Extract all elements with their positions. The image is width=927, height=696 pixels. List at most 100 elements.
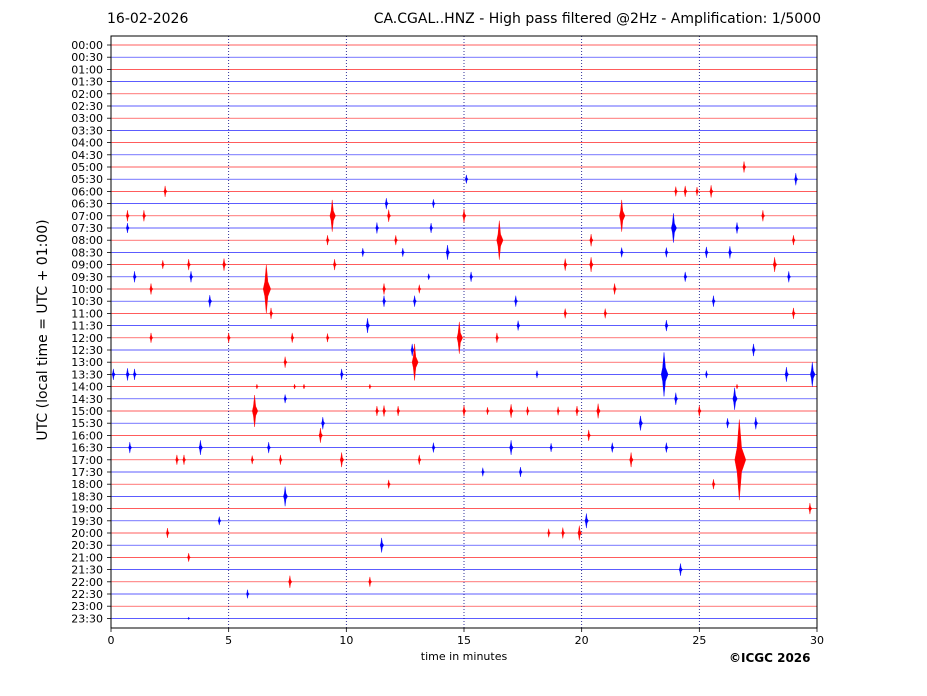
y-tick-label: 05:30 bbox=[71, 173, 103, 186]
y-tick-label: 12:30 bbox=[71, 344, 103, 357]
y-tick-label: 18:30 bbox=[71, 490, 103, 503]
x-tick-label: 10 bbox=[339, 634, 353, 647]
seismic-event bbox=[481, 467, 485, 477]
seismic-event bbox=[401, 248, 405, 257]
seismic-event bbox=[462, 405, 467, 417]
seismic-event bbox=[486, 407, 490, 415]
y-tick-label: 11:30 bbox=[71, 320, 103, 333]
copyright-notice: ©ICGC 2026 bbox=[729, 651, 811, 665]
seismic-event bbox=[469, 271, 474, 282]
plot-frame bbox=[110, 35, 818, 629]
seismic-event bbox=[561, 527, 566, 539]
y-tick-label: 17:00 bbox=[71, 454, 103, 467]
seismic-event bbox=[791, 235, 796, 246]
seismic-event bbox=[610, 442, 615, 453]
seismic-event bbox=[187, 259, 191, 271]
y-tick-label: 12:00 bbox=[71, 332, 103, 345]
seismic-event bbox=[664, 442, 669, 453]
seismic-event bbox=[509, 404, 514, 418]
seismic-event bbox=[683, 185, 688, 197]
seismic-event bbox=[431, 199, 436, 208]
seismic-event bbox=[711, 295, 716, 307]
seismic-event bbox=[445, 245, 450, 260]
seismic-event bbox=[396, 406, 401, 416]
y-tick-label: 18:00 bbox=[71, 478, 103, 491]
seismic-event bbox=[784, 367, 789, 382]
seismic-event bbox=[252, 395, 259, 427]
seismic-event bbox=[321, 417, 326, 430]
seismic-event bbox=[412, 295, 417, 307]
seismic-event bbox=[125, 223, 130, 233]
seismic-event bbox=[794, 173, 799, 186]
y-tick-labels: 00:0000:3001:0001:3002:0002:3003:0003:30… bbox=[71, 39, 111, 625]
seismic-event bbox=[384, 198, 389, 210]
seismic-event bbox=[417, 284, 422, 294]
x-tick-label: 5 bbox=[225, 634, 232, 647]
seismic-event bbox=[526, 406, 530, 416]
seismic-event bbox=[462, 209, 467, 223]
seismic-event bbox=[387, 479, 391, 489]
seismic-event bbox=[326, 333, 330, 343]
y-tick-label: 07:30 bbox=[71, 222, 103, 235]
y-tick-label: 10:30 bbox=[71, 295, 103, 308]
y-tick-label: 00:00 bbox=[71, 39, 103, 52]
seismic-event bbox=[596, 403, 601, 419]
seismic-event bbox=[325, 235, 330, 246]
seismic-event bbox=[410, 343, 415, 357]
seismic-event bbox=[302, 383, 306, 390]
seismic-event bbox=[584, 513, 589, 529]
y-tick-label: 07:00 bbox=[71, 210, 103, 223]
seismic-event bbox=[417, 454, 422, 465]
seismic-event bbox=[563, 308, 568, 319]
seismic-event bbox=[189, 271, 194, 283]
seismic-event bbox=[382, 405, 387, 417]
seismic-event bbox=[664, 320, 669, 332]
y-axis-label: UTC (local time = UTC + 01:00) bbox=[35, 219, 51, 441]
seismic-event bbox=[290, 332, 295, 343]
seismic-event bbox=[787, 271, 791, 283]
seismic-event bbox=[283, 486, 288, 507]
seismic-event bbox=[728, 246, 733, 259]
seismic-event bbox=[603, 308, 608, 319]
y-tick-label: 09:00 bbox=[71, 259, 103, 272]
seismic-event bbox=[563, 258, 568, 271]
seismic-event bbox=[132, 368, 137, 380]
seismic-event bbox=[674, 392, 679, 405]
seismic-event bbox=[361, 248, 365, 257]
y-tick-label: 13:00 bbox=[71, 356, 103, 369]
y-tick-label: 04:00 bbox=[71, 137, 103, 150]
seismic-event bbox=[161, 260, 165, 269]
seismic-event bbox=[734, 419, 747, 501]
y-tick-label: 02:30 bbox=[71, 100, 103, 113]
seismic-event bbox=[132, 271, 137, 283]
y-tick-label: 23:00 bbox=[71, 600, 103, 613]
y-tick-label: 19:30 bbox=[71, 515, 103, 528]
y-tick-label: 23:30 bbox=[71, 612, 103, 625]
seismic-event bbox=[678, 563, 683, 576]
seismic-event bbox=[671, 213, 677, 243]
y-tick-label: 01:00 bbox=[71, 63, 103, 76]
x-tick-labels: 0 5 10 15 20 25 30 bbox=[108, 628, 824, 647]
seismic-event bbox=[288, 575, 293, 588]
seismic-event bbox=[556, 406, 561, 416]
seismic-event bbox=[217, 516, 222, 526]
seismic-event bbox=[198, 440, 203, 455]
vertical-gridlines bbox=[228, 36, 700, 628]
y-tick-label: 14:30 bbox=[71, 393, 103, 406]
seismic-event bbox=[709, 185, 714, 198]
seismic-event bbox=[340, 368, 344, 380]
seismic-event bbox=[379, 537, 385, 553]
y-tick-label: 22:30 bbox=[71, 588, 103, 601]
chart-title: CA.CGAL..HNZ - High pass filtered @2Hz -… bbox=[373, 11, 821, 27]
seismic-event bbox=[772, 257, 778, 272]
y-tick-label: 04:30 bbox=[71, 149, 103, 162]
seismic-event bbox=[125, 210, 130, 222]
y-tick-label: 21:30 bbox=[71, 564, 103, 577]
y-tick-label: 06:30 bbox=[71, 198, 103, 211]
seismic-event bbox=[222, 258, 227, 271]
seismic-event bbox=[514, 295, 518, 307]
seismic-event bbox=[711, 479, 716, 490]
seismic-events bbox=[111, 161, 816, 621]
y-tick-label: 19:00 bbox=[71, 503, 103, 516]
seismic-event bbox=[664, 247, 669, 258]
